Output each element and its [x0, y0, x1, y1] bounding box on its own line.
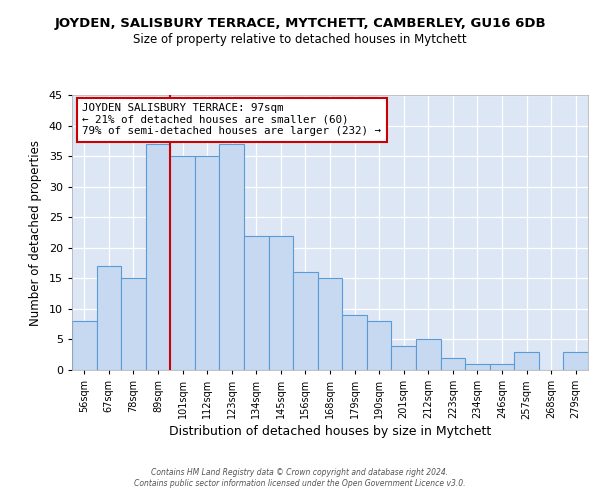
Bar [146, 144, 170, 370]
Bar [220, 144, 244, 370]
Bar [269, 236, 293, 370]
Bar [391, 346, 416, 370]
Bar [367, 321, 391, 370]
Bar [121, 278, 146, 370]
Bar [244, 236, 269, 370]
Text: JOYDEN, SALISBURY TERRACE, MYTCHETT, CAMBERLEY, GU16 6DB: JOYDEN, SALISBURY TERRACE, MYTCHETT, CAM… [54, 18, 546, 30]
Bar [465, 364, 490, 370]
Bar [170, 156, 195, 370]
Bar [440, 358, 465, 370]
Bar [195, 156, 220, 370]
Bar [342, 315, 367, 370]
Y-axis label: Number of detached properties: Number of detached properties [29, 140, 42, 326]
Bar [490, 364, 514, 370]
Bar [72, 321, 97, 370]
Bar [293, 272, 318, 370]
X-axis label: Distribution of detached houses by size in Mytchett: Distribution of detached houses by size … [169, 426, 491, 438]
Bar [514, 352, 539, 370]
Text: JOYDEN SALISBURY TERRACE: 97sqm
← 21% of detached houses are smaller (60)
79% of: JOYDEN SALISBURY TERRACE: 97sqm ← 21% of… [82, 104, 382, 136]
Text: Contains HM Land Registry data © Crown copyright and database right 2024.
Contai: Contains HM Land Registry data © Crown c… [134, 468, 466, 487]
Bar [416, 340, 440, 370]
Bar [318, 278, 342, 370]
Bar [563, 352, 588, 370]
Bar [97, 266, 121, 370]
Text: Size of property relative to detached houses in Mytchett: Size of property relative to detached ho… [133, 32, 467, 46]
